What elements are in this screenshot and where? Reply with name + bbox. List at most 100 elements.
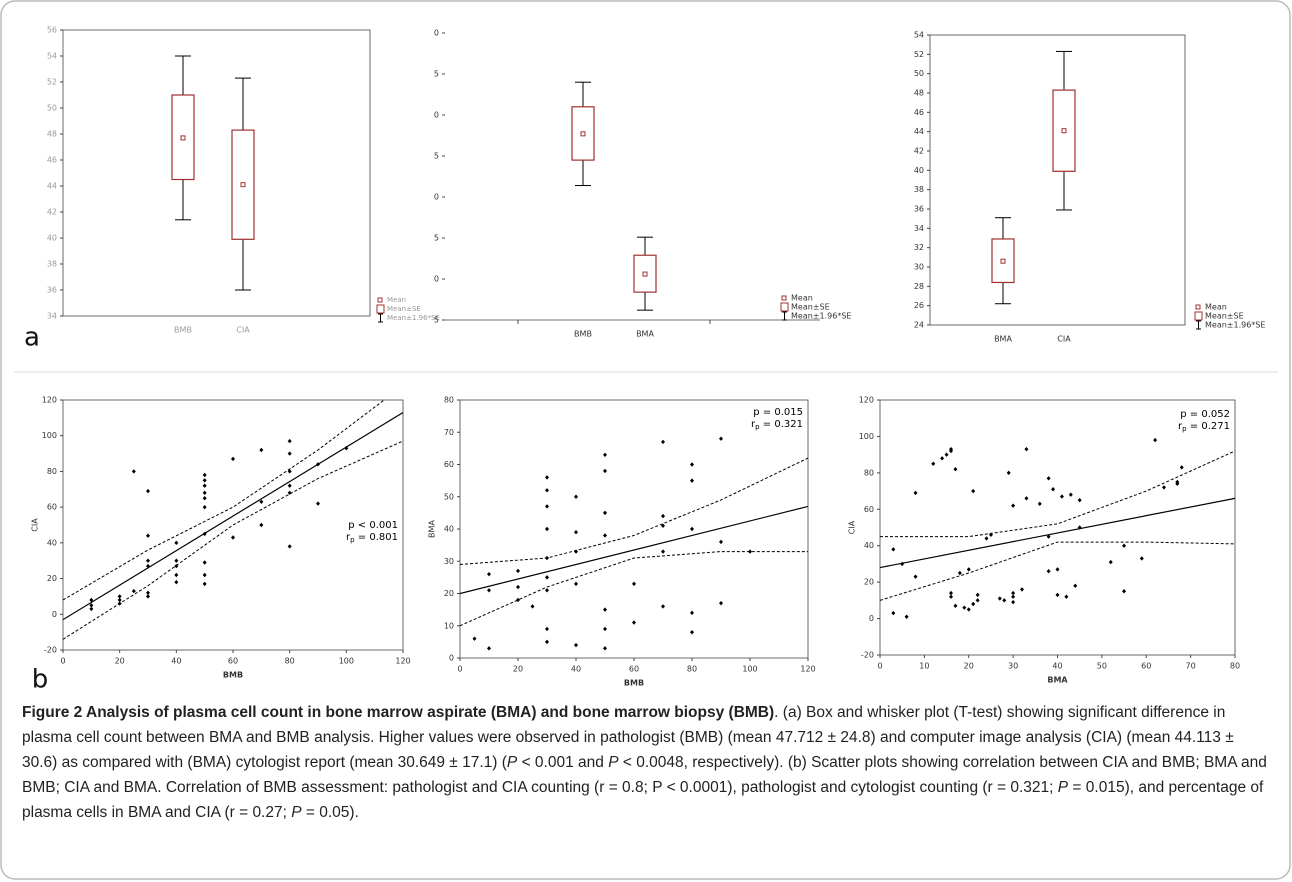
point [202, 472, 207, 478]
caption-text: < 0.001 and [517, 754, 609, 771]
ci-lower [460, 551, 808, 627]
point [603, 646, 607, 651]
plot-frame [62, 29, 371, 317]
point [231, 535, 235, 540]
point [117, 601, 122, 606]
x-tick-label: BMB [574, 330, 592, 339]
point [487, 588, 491, 593]
point [997, 596, 1002, 601]
chart: 0 10 20 30 40 50 60 70 80 0 20 40 60 80 100 120 BMB BMA p … [428, 396, 816, 688]
point [1024, 496, 1029, 501]
y-tick-label: 0 [434, 193, 439, 202]
y-tick-label: 54 [914, 31, 924, 40]
point [545, 588, 549, 593]
point [1011, 503, 1016, 508]
point [940, 456, 945, 461]
point [202, 572, 207, 578]
legend-label: Mean±SE [791, 303, 830, 312]
point [545, 626, 549, 632]
x-tick-label: 20 [513, 665, 523, 674]
point [632, 581, 636, 587]
point [603, 510, 607, 516]
point [259, 499, 264, 504]
legend-symbol [1194, 311, 1203, 321]
x-axis-label: BMA [1047, 676, 1068, 685]
y-tick-label: 0 [449, 654, 454, 663]
y-tick-label: 0 [434, 111, 439, 120]
point [661, 604, 665, 609]
y-tick-label: -20 [861, 651, 874, 660]
y-tick-label: 46 [914, 108, 924, 117]
point [487, 571, 491, 577]
y-tick-label: 44 [47, 182, 57, 191]
point [962, 605, 967, 610]
point [971, 601, 976, 607]
point [1122, 543, 1127, 548]
point [89, 606, 94, 612]
x-tick-label: CIA [1057, 335, 1071, 344]
x-tick-label: 0 [877, 662, 882, 671]
point [690, 630, 694, 635]
legend-label: Mean [1205, 303, 1227, 312]
point [719, 600, 723, 606]
point [1153, 437, 1158, 443]
point [949, 594, 953, 599]
point [545, 475, 549, 480]
caption-text: P [1057, 779, 1069, 796]
point [690, 526, 694, 532]
ci-upper [460, 457, 808, 565]
point [574, 549, 578, 554]
y-axis-label: BMA [428, 520, 437, 538]
point [574, 530, 578, 535]
point [202, 531, 207, 537]
point [719, 539, 723, 545]
x-tick-label: 20 [115, 657, 125, 666]
point [984, 536, 989, 541]
caption-text: < 0.0048, respectively). (b) Scatter plo… [22, 754, 1267, 796]
point [1055, 592, 1060, 598]
point [146, 558, 150, 563]
point [931, 461, 936, 466]
point [913, 574, 918, 579]
point [944, 452, 949, 457]
y-tick-label: 100 [42, 431, 57, 440]
point [1037, 501, 1042, 507]
x-tick-label: 60 [1141, 662, 1151, 671]
y-tick-label: 20 [47, 574, 57, 583]
x-tick-label: BMA [994, 335, 1012, 344]
caption-text: = 0.05). [301, 804, 359, 821]
point [259, 447, 264, 453]
y-tick-label: 5 [434, 152, 439, 161]
y-tick-label: 38 [47, 260, 57, 269]
point [1002, 598, 1007, 603]
x-tick-label: 30 [1008, 662, 1018, 671]
point [202, 560, 207, 565]
x-tick-label: 120 [395, 657, 410, 666]
point [1020, 587, 1024, 592]
y-tick-label: 50 [914, 69, 924, 78]
point [603, 468, 607, 474]
point [574, 642, 578, 648]
point [661, 513, 665, 519]
y-tick-label: 80 [444, 396, 454, 405]
plot-frame [929, 34, 1186, 326]
point [146, 594, 150, 599]
point [1051, 487, 1056, 492]
x-tick-label: 10 [919, 662, 929, 671]
legend-symbol [376, 304, 385, 314]
y-tick-label: 36 [914, 205, 924, 214]
point [661, 523, 665, 528]
plot-frame [879, 399, 1236, 656]
point [966, 607, 971, 612]
point [603, 626, 607, 632]
point [1046, 569, 1051, 574]
fit-line [460, 505, 808, 595]
legend-label: Mean±1.96*SE [1205, 321, 1265, 330]
point [174, 540, 179, 546]
y-axis-label: CIA [848, 520, 857, 534]
caption-text: P [506, 754, 518, 771]
x-tick-label: 70 [1186, 662, 1196, 671]
x-tick-label: 40 [571, 665, 581, 674]
point [603, 452, 607, 458]
